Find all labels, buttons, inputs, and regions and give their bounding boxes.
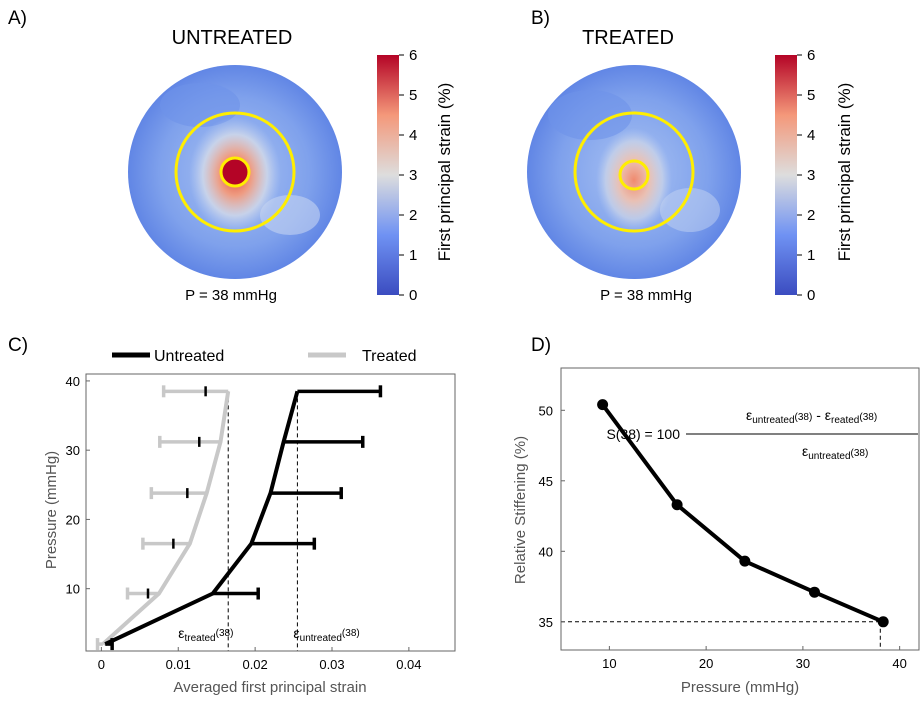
y-axis-label: Pressure (mmHg) (43, 451, 60, 569)
y-tick-label: 50 (539, 403, 553, 418)
colorbar-tick-label: 0 (807, 287, 815, 304)
colorbar-tick-label: 4 (409, 127, 417, 144)
formula-lhs: S(38) = 100 (606, 426, 680, 442)
inner-ring (618, 159, 650, 191)
data-point (739, 555, 751, 567)
plot-area (85, 373, 456, 652)
colorbar-label: First principal strain (%) (835, 83, 854, 262)
heatmap-treated: TREATED P = 38 mmHg 0 1 2 3 4 5 6 First princi… (527, 27, 854, 304)
axis-ticks: 10 20 30 40 35 40 45 50 (539, 403, 907, 671)
panel-label-b: B) (531, 8, 550, 29)
inner-ring (219, 156, 251, 188)
strain-peak (222, 159, 248, 185)
formula-denominator: εuntreated(38) (802, 443, 868, 462)
y-tick-label: 20 (66, 512, 80, 527)
strain-hotspot (596, 128, 672, 232)
colorbar-tick-label: 1 (409, 247, 417, 264)
series (95, 385, 383, 651)
colorbar (377, 55, 399, 295)
y-tick-label: 30 (66, 443, 80, 458)
colorbar-ticks: 0 1 2 3 4 5 6 (399, 47, 417, 304)
colorbar-tick-label: 4 (807, 127, 815, 144)
heatmap-treated-title: TREATED (582, 27, 674, 49)
x-axis-label: Averaged first principal strain (173, 679, 366, 696)
y-tick-label: 10 (66, 582, 80, 597)
y-axis-label: Relative Stiffening (%) (512, 436, 529, 584)
y-tick-label: 40 (539, 544, 553, 559)
colorbar-tick-label: 6 (409, 47, 417, 64)
x-axis-label: Pressure (mmHg) (681, 679, 799, 696)
colorbar-tick-label: 2 (409, 207, 417, 224)
reference-label: εuntreated(38) (293, 625, 359, 644)
legend-label-treated: Treated (362, 348, 417, 365)
axis-ticks: 0 0.01 0.02 0.03 0.04 10 20 30 40 (66, 374, 422, 672)
colorbar-tick-label: 5 (807, 87, 815, 104)
strain-low-region (548, 90, 632, 140)
colorbar (775, 55, 797, 295)
colorbar-tick-label: 3 (409, 167, 417, 184)
chart-strain-vs-pressure: Untreated Treated εtreated(38) εuntreated… (43, 348, 456, 696)
strain-mid-region (660, 188, 720, 232)
legend: Untreated Treated (112, 348, 417, 365)
data-point (671, 499, 683, 511)
outer-ring (174, 111, 296, 233)
data-point (877, 616, 889, 628)
panel-label-a: A) (8, 8, 27, 29)
pressure-caption: P = 38 mmHg (185, 287, 277, 304)
pressure-caption: P = 38 mmHg (600, 287, 692, 304)
formula-numerator: εuntreated(38) - εreated(38) (746, 407, 877, 426)
series-line-treated (101, 390, 231, 646)
colorbar-tick-label: 0 (409, 287, 417, 304)
x-tick-label: 10 (602, 656, 616, 671)
chart-relative-stiffening: 10 20 30 40 35 40 45 50 Pressure (mmHg) Relativ… (512, 367, 920, 696)
colorbar-label: First principal strain (%) (435, 83, 454, 262)
colorbar-tick-label: 3 (807, 167, 815, 184)
heatmap-untreated: UNTREATED P = 38 mmHg 0 1 2 3 4 5 6 First prin… (128, 27, 454, 304)
reference-lines (561, 621, 881, 650)
plot-area (560, 367, 920, 651)
strain-mid-region (260, 195, 320, 235)
x-tick-label: 0.04 (396, 657, 421, 672)
x-tick-label: 0.03 (319, 657, 344, 672)
colorbar-tick-label: 6 (807, 47, 815, 64)
heatmap-untreated-title: UNTREATED (172, 27, 293, 49)
reference-label: εtreated(38) (178, 625, 233, 644)
y-tick-label: 40 (66, 374, 80, 389)
panel-label-c: C) (8, 335, 28, 356)
series-line-untreated (104, 390, 300, 646)
data-point (597, 399, 609, 411)
x-tick-label: 40 (892, 656, 906, 671)
x-tick-label: 0 (98, 657, 105, 672)
x-tick-label: 30 (796, 656, 810, 671)
legend-label-untreated: Untreated (154, 348, 224, 365)
colorbar-tick-label: 1 (807, 247, 815, 264)
data-point (809, 586, 821, 598)
outer-ring (573, 111, 695, 233)
reference-lines: εtreated(38) εuntreated(38) (178, 391, 360, 651)
panel-label-d: D) (531, 335, 551, 356)
colorbar-ticks: 0 1 2 3 4 5 6 (797, 47, 815, 304)
stiffening-formula: S(38) = 100 εuntreated(38) - εreated(38)… (606, 407, 918, 462)
colorbar-tick-label: 2 (807, 207, 815, 224)
x-tick-label: 0.01 (166, 657, 191, 672)
y-tick-label: 45 (539, 474, 553, 489)
series (597, 399, 889, 628)
x-tick-label: 0.02 (242, 657, 267, 672)
colorbar-tick-label: 5 (409, 87, 417, 104)
x-tick-label: 20 (699, 656, 713, 671)
y-tick-label: 35 (539, 615, 553, 630)
